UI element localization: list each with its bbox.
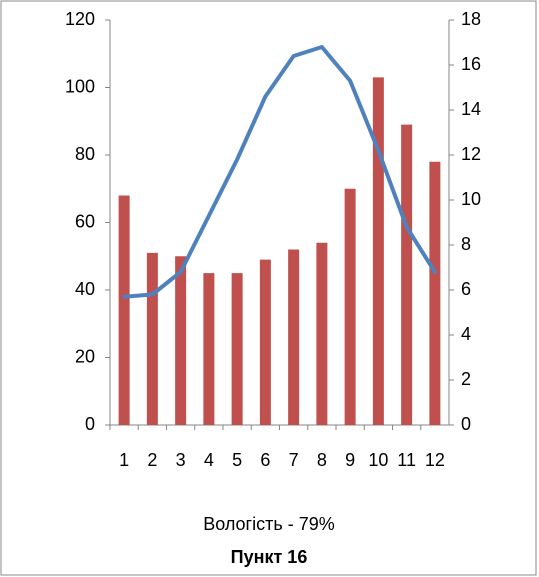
x-tick-label: 11 bbox=[397, 450, 416, 470]
y2-tick-label: 6 bbox=[461, 279, 471, 299]
bar bbox=[429, 161, 441, 425]
y-tick-label: 80 bbox=[75, 144, 95, 164]
y-tick-label: 120 bbox=[65, 9, 95, 29]
y2-tick-label: 0 bbox=[461, 414, 471, 434]
bar bbox=[259, 259, 271, 425]
bar bbox=[344, 188, 356, 425]
y2-tick-label: 16 bbox=[461, 54, 481, 74]
x-tick-label: 5 bbox=[232, 450, 242, 470]
y2-tick-label: 14 bbox=[461, 99, 481, 119]
line bbox=[122, 45, 437, 299]
bar bbox=[146, 252, 158, 425]
y-tick-label: 20 bbox=[75, 346, 95, 366]
bar bbox=[372, 77, 384, 425]
y-tick-label: 0 bbox=[85, 414, 95, 434]
bar bbox=[288, 249, 300, 425]
bar bbox=[401, 124, 413, 425]
chart-title: Пункт 16 bbox=[231, 547, 308, 567]
y2-tick-label: 18 bbox=[461, 9, 481, 29]
x-tick-label: 6 bbox=[260, 450, 270, 470]
bar bbox=[175, 256, 187, 425]
y2-tick-label: 12 bbox=[461, 144, 481, 164]
x-tick-label: 2 bbox=[147, 450, 157, 470]
y-tick-label: 40 bbox=[75, 279, 95, 299]
chart-subtitle: Вологість - 79% bbox=[203, 514, 335, 534]
x-tick-label: 10 bbox=[368, 450, 388, 470]
y2-tick-label: 4 bbox=[461, 324, 471, 344]
y2-tick-label: 2 bbox=[461, 369, 471, 389]
x-tick-label: 4 bbox=[204, 450, 214, 470]
bar bbox=[203, 273, 215, 425]
x-tick-label: 12 bbox=[425, 450, 445, 470]
x-tick-label: 1 bbox=[119, 450, 129, 470]
x-tick-label: 8 bbox=[317, 450, 327, 470]
y2-tick-label: 10 bbox=[461, 189, 481, 209]
bar bbox=[231, 273, 243, 425]
x-tick-label: 3 bbox=[176, 450, 186, 470]
x-tick-label: 7 bbox=[289, 450, 299, 470]
x-tick-label: 9 bbox=[345, 450, 355, 470]
bar bbox=[118, 195, 130, 425]
y2-tick-label: 8 bbox=[461, 234, 471, 254]
bar bbox=[316, 242, 328, 425]
y-tick-label: 60 bbox=[75, 211, 95, 231]
y-tick-label: 100 bbox=[65, 76, 95, 96]
